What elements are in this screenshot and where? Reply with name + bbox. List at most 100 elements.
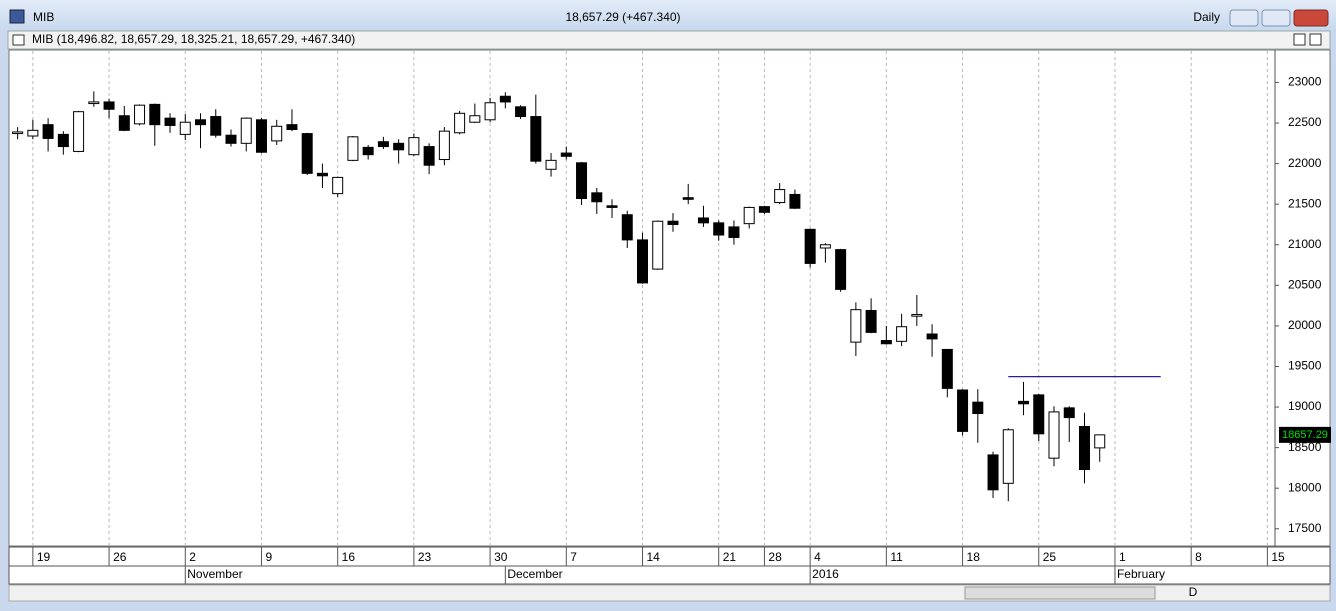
month-label: November <box>187 567 242 581</box>
minimize-button[interactable] <box>1229 9 1259 27</box>
candle-body <box>362 146 374 156</box>
candle-body <box>591 192 603 203</box>
candle-body <box>484 102 496 121</box>
candle-body <box>865 309 877 333</box>
candle-body <box>438 130 450 161</box>
candle-body <box>1002 429 1014 484</box>
candle-body <box>530 116 542 162</box>
candle-body <box>697 217 709 224</box>
candle-body <box>103 101 115 110</box>
candle-body <box>515 106 527 118</box>
y-tick-label: 22000 <box>1288 156 1322 170</box>
x-tick-label: 9 <box>265 550 272 564</box>
month-label: February <box>1117 567 1165 581</box>
candle-body <box>682 197 694 200</box>
candle-body <box>560 152 572 157</box>
candle-body <box>240 117 252 144</box>
candle-body <box>713 222 725 236</box>
close-chart-button[interactable] <box>1309 33 1322 46</box>
candle-body <box>408 137 420 156</box>
candle-body <box>896 326 908 342</box>
x-tick-label: 7 <box>570 550 577 564</box>
y-tick-label: 18000 <box>1288 480 1322 494</box>
candle-body <box>301 133 313 174</box>
candle-body <box>667 220 679 225</box>
candle-body <box>911 314 923 317</box>
y-tick-label: 20500 <box>1288 277 1322 291</box>
x-tick-label: 8 <box>1195 550 1202 564</box>
candle-body <box>1094 434 1106 449</box>
candle-body <box>149 103 161 126</box>
candle-body <box>1063 407 1075 419</box>
candle-body <box>545 159 557 170</box>
candle-body <box>972 401 984 415</box>
candle-body <box>926 333 938 340</box>
candle-body <box>316 172 328 177</box>
y-tick-label: 18500 <box>1288 440 1322 454</box>
y-tick-label: 19000 <box>1288 399 1322 413</box>
candle-body <box>789 193 801 209</box>
candle-body <box>850 309 862 343</box>
x-tick-label: 25 <box>1043 550 1057 564</box>
chart-header <box>7 30 1331 50</box>
candle-body <box>332 176 344 195</box>
y-tick-label: 19500 <box>1288 359 1322 373</box>
app-icon <box>9 9 25 24</box>
title-bar <box>0 0 1336 30</box>
candle-body <box>1018 400 1030 405</box>
candle-body <box>225 134 237 144</box>
month-label: 2016 <box>812 567 839 581</box>
scroll-thumb[interactable] <box>964 586 1156 600</box>
candle-body <box>286 124 298 131</box>
y-tick-label: 17500 <box>1288 521 1322 535</box>
candle-body <box>73 111 85 152</box>
plot-area <box>8 49 1331 547</box>
x-tick-label: 30 <box>494 550 508 564</box>
candle-body <box>347 136 359 161</box>
window-quote: 18,657.29 (+467.340) <box>565 10 680 24</box>
scroll-d-button[interactable]: D <box>1189 585 1198 599</box>
candle-body <box>42 124 54 139</box>
y-tick-label: 23000 <box>1288 75 1322 89</box>
y-tick-label: 21500 <box>1288 196 1322 210</box>
candle-body <box>804 228 816 264</box>
x-tick-label: 28 <box>768 550 782 564</box>
candle-body <box>957 389 969 432</box>
chart-label: MIB (18,496.82, 18,657.29, 18,325.21, 18… <box>32 32 355 46</box>
candle-body <box>377 141 389 148</box>
x-tick-label: 18 <box>967 550 981 564</box>
candle-body <box>1048 411 1060 459</box>
x-tick-label: 4 <box>814 550 821 564</box>
x-tick-label: 14 <box>647 550 661 564</box>
maximize-button[interactable] <box>1261 9 1291 27</box>
candle-body <box>774 189 786 204</box>
candle-body <box>576 162 588 199</box>
candle-body <box>27 129 39 137</box>
candle-body <box>743 206 755 225</box>
candle-body <box>134 104 146 125</box>
candle-body <box>606 205 618 208</box>
candle-body <box>118 115 130 131</box>
candle-body <box>255 119 267 153</box>
candle-body <box>728 226 740 238</box>
restore-button[interactable] <box>1293 33 1306 46</box>
candle-body <box>880 340 892 345</box>
candle-body <box>164 117 176 126</box>
candle-body <box>621 214 633 241</box>
y-tick-label: 22500 <box>1288 115 1322 129</box>
interval[interactable]: Daily <box>1193 10 1220 24</box>
window-title: MIB <box>33 10 54 24</box>
x-tick-label: 21 <box>723 550 737 564</box>
candle-body <box>1078 426 1090 471</box>
x-tick-label: 16 <box>342 550 356 564</box>
y-tick-label: 20000 <box>1288 318 1322 332</box>
candle-body <box>393 142 405 151</box>
candle-body <box>758 206 770 213</box>
candle-body <box>1033 394 1045 435</box>
close-button[interactable] <box>1293 9 1329 27</box>
y-tick-label: 21000 <box>1288 237 1322 251</box>
x-tick-label: 1 <box>1119 550 1126 564</box>
candle-body <box>57 133 69 148</box>
x-tick-label: 11 <box>890 550 903 564</box>
x-tick-label: 23 <box>418 550 432 564</box>
